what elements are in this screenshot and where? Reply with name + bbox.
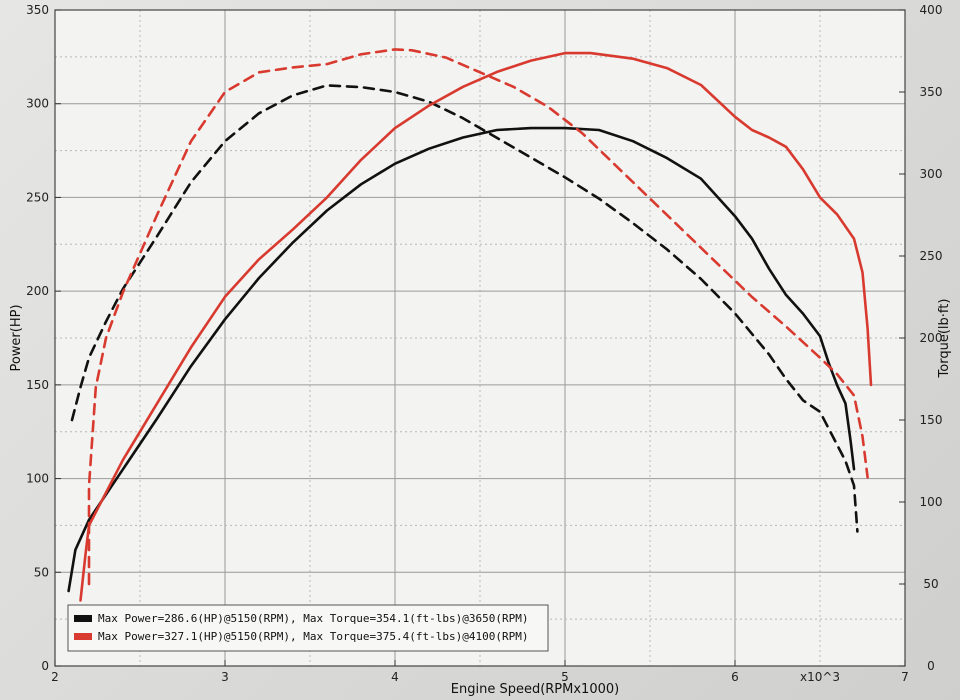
x-tick-label: 7: [901, 670, 909, 684]
y2-tick-label: 50: [923, 577, 938, 591]
y2-axis-title: Torque(lb·ft): [937, 299, 952, 379]
legend-entry: Max Power=327.1(HP)@5150(RPM), Max Torqu…: [98, 630, 528, 643]
power-line-2: [79, 51, 873, 602]
y2-tick-label: 250: [920, 249, 943, 263]
y-tick-label: 150: [26, 378, 49, 392]
y2-tick-label: 350: [920, 85, 943, 99]
y2-tick-label: 0: [927, 659, 935, 673]
series-group: [67, 48, 873, 602]
y2-tick-label: 100: [920, 495, 943, 509]
x-tick-label: 3: [221, 670, 229, 684]
x-axis-title: Engine Speed(RPMx1000): [451, 682, 619, 697]
y2-tick-label: 400: [920, 3, 943, 17]
y-tick-label: 300: [26, 97, 49, 111]
x-multiplier-label: x10^3: [800, 670, 840, 684]
power-line-0: [67, 126, 856, 593]
y-tick-label: 100: [26, 472, 49, 486]
x-tick-label: 2: [51, 670, 59, 684]
legend-swatch: [74, 633, 92, 640]
x-tick-label: 4: [391, 670, 399, 684]
axes: 2 3 4 5 6 7 0 50 100 150 200 250 300 350 0 50 100 150 200 2…: [9, 3, 952, 697]
x-tick-label: 6: [731, 670, 739, 684]
torque-line-3: [87, 48, 869, 586]
legend-box: [67, 604, 549, 652]
y-tick-label: 200: [26, 284, 49, 298]
y-tick-label: 50: [34, 565, 49, 579]
y2-tick-label: 150: [920, 413, 943, 427]
legend-entry: Max Power=286.6(HP)@5150(RPM), Max Torqu…: [98, 612, 528, 625]
x-tick-label: 5: [561, 670, 569, 684]
torque-line-1: [70, 84, 859, 533]
y-tick-label: 350: [26, 3, 49, 17]
y-axis-title: Power(HP): [9, 304, 24, 371]
grid: [54, 9, 906, 667]
y2-tick-label: 200: [920, 331, 943, 345]
y-tick-label: 250: [26, 190, 49, 204]
legend-swatch: [74, 615, 92, 622]
legend: Max Power=286.6(HP)@5150(RPM), Max Torqu…: [67, 604, 549, 652]
y-tick-label: 0: [41, 659, 49, 673]
y2-tick-label: 300: [920, 167, 943, 181]
